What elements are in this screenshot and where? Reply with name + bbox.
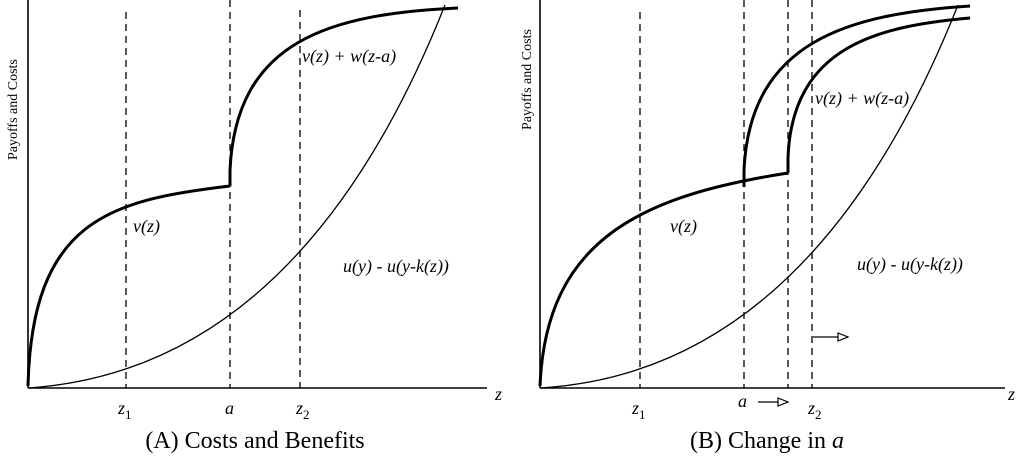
- caption-a: (A) Costs and Benefits: [145, 428, 364, 454]
- tick-z2: z2: [807, 398, 822, 422]
- tick-z1: z1: [117, 398, 132, 422]
- y-axis-title: Payoffs and Costs: [520, 29, 535, 130]
- tick-a: a: [225, 398, 234, 418]
- benefit-curve-high-shifted: [786, 16, 971, 159]
- panel-a: Payoffs and Costs z v(z) v(z) + w(z-a) u…: [6, 0, 502, 454]
- label-benefit-low: v(z): [670, 216, 697, 237]
- panel-b: Payoffs and Costs z v(z) v(z) + w(z-a) u…: [520, 0, 1015, 454]
- benefit-curve-high: [228, 6, 459, 171]
- x-axis-label: z: [1007, 384, 1015, 404]
- benefit-curve-low: [26, 184, 231, 387]
- x-axis-label: z: [494, 384, 502, 404]
- label-benefit-high: v(z) + w(z-a): [302, 46, 396, 67]
- y-axis-title: Payoffs and Costs: [6, 59, 21, 160]
- tick-z1: z1: [631, 398, 646, 422]
- label-benefit-high: v(z) + w(z-a): [815, 88, 909, 109]
- caption-b: (B) Change in a: [690, 428, 844, 454]
- tick-z2: z2: [295, 398, 310, 422]
- cost-curve: [27, 4, 446, 389]
- label-cost: u(y) - u(y-k(z)): [343, 256, 449, 277]
- label-benefit-low: v(z): [133, 216, 160, 237]
- label-cost: u(y) - u(y-k(z)): [857, 254, 963, 275]
- tick-a: a: [738, 391, 747, 411]
- cost-curve: [539, 4, 959, 389]
- benefit-curve-high-original: [742, 4, 971, 171]
- benefit-curve-low: [538, 171, 789, 387]
